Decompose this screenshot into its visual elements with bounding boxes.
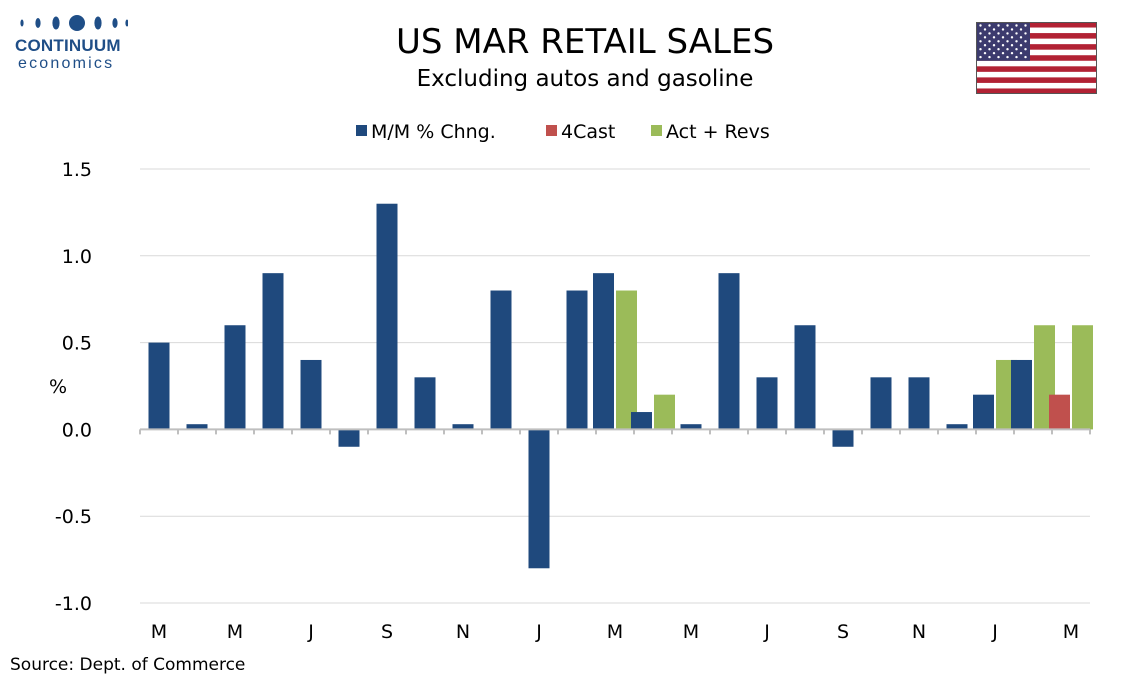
x-tick-label: J <box>763 621 770 643</box>
brand-name: CONTINUUM <box>15 36 121 55</box>
chart-subtitle: Excluding autos and gasoline <box>417 66 754 92</box>
bar-mm-change <box>300 359 322 430</box>
bar-mm-change <box>680 424 702 430</box>
bar-mm-change <box>756 377 778 430</box>
bar-mm-change <box>593 273 614 430</box>
chart-title: US MAR RETAIL SALES <box>396 22 774 62</box>
bar-act-revs <box>1072 325 1093 430</box>
us-flag-icon <box>976 22 1097 94</box>
y-axis-label: % <box>49 376 67 398</box>
bar-mm-change <box>870 377 892 430</box>
x-tick-label: J <box>307 621 314 643</box>
bar-mm-change <box>973 394 994 430</box>
bar-mm-change <box>1011 359 1032 430</box>
bar-mm-change <box>528 429 550 569</box>
x-tick-label: M <box>1063 621 1079 643</box>
legend-swatch <box>546 125 557 136</box>
legend-swatch <box>356 125 367 136</box>
x-tick-label: J <box>991 621 998 643</box>
chart-x-axis <box>139 428 1091 435</box>
x-tick-label: M <box>151 621 167 643</box>
source-note: Source: Dept. of Commerce <box>10 655 245 675</box>
chart-gridlines <box>140 168 1090 604</box>
x-tick-label: M <box>227 621 243 643</box>
legend-swatch <box>651 125 662 136</box>
y-tick-label: 1.5 <box>62 159 92 181</box>
bar-mm-change <box>794 325 816 430</box>
y-tick-label: -0.5 <box>55 506 92 528</box>
bar-mm-change <box>908 377 930 430</box>
logo-dots-icon <box>20 15 128 31</box>
x-tick-label: S <box>837 621 849 643</box>
bar-mm-change <box>452 424 474 430</box>
y-tick-label: -1.0 <box>55 593 92 615</box>
x-tick-label: N <box>912 621 926 643</box>
bar-mm-change <box>490 290 512 430</box>
bar-mm-change <box>566 290 588 430</box>
bar-mm-change <box>414 377 436 430</box>
bar-mm-change <box>376 203 398 430</box>
chart-y-tick-labels: 1.5 1.0 0.5 0.0 -0.5 -1.0 <box>55 159 92 615</box>
y-tick-label: 0.5 <box>62 333 92 355</box>
x-tick-label: M <box>683 621 699 643</box>
bar-mm-change <box>946 424 968 430</box>
legend-label: Act + Revs <box>666 121 770 143</box>
x-tick-label: N <box>456 621 470 643</box>
x-tick-label: S <box>381 621 393 643</box>
bar-act-revs <box>616 290 637 430</box>
x-tick-label: M <box>607 621 623 643</box>
y-tick-label: 0.0 <box>62 419 92 441</box>
chart-legend: M/M % Chng. 4Cast Act + Revs <box>356 121 770 143</box>
bar-mm-change <box>718 273 740 430</box>
y-tick-label: 1.0 <box>62 246 92 268</box>
legend-label: M/M % Chng. <box>371 121 496 143</box>
bar-act-revs <box>654 394 675 430</box>
bar-mm-change <box>631 412 652 430</box>
bar-mm-change <box>262 273 284 430</box>
brand-tagline: economics <box>18 55 115 72</box>
x-tick-label: J <box>535 621 542 643</box>
chart-bars <box>148 203 1093 569</box>
bar-mm-change <box>224 325 246 430</box>
bar-mm-change <box>832 429 854 447</box>
bar-mm-change <box>338 429 360 447</box>
legend-label: 4Cast <box>561 121 615 143</box>
bar-mm-change <box>148 342 170 430</box>
bar-mm-change <box>186 424 208 430</box>
bar-4cast <box>1049 394 1070 430</box>
